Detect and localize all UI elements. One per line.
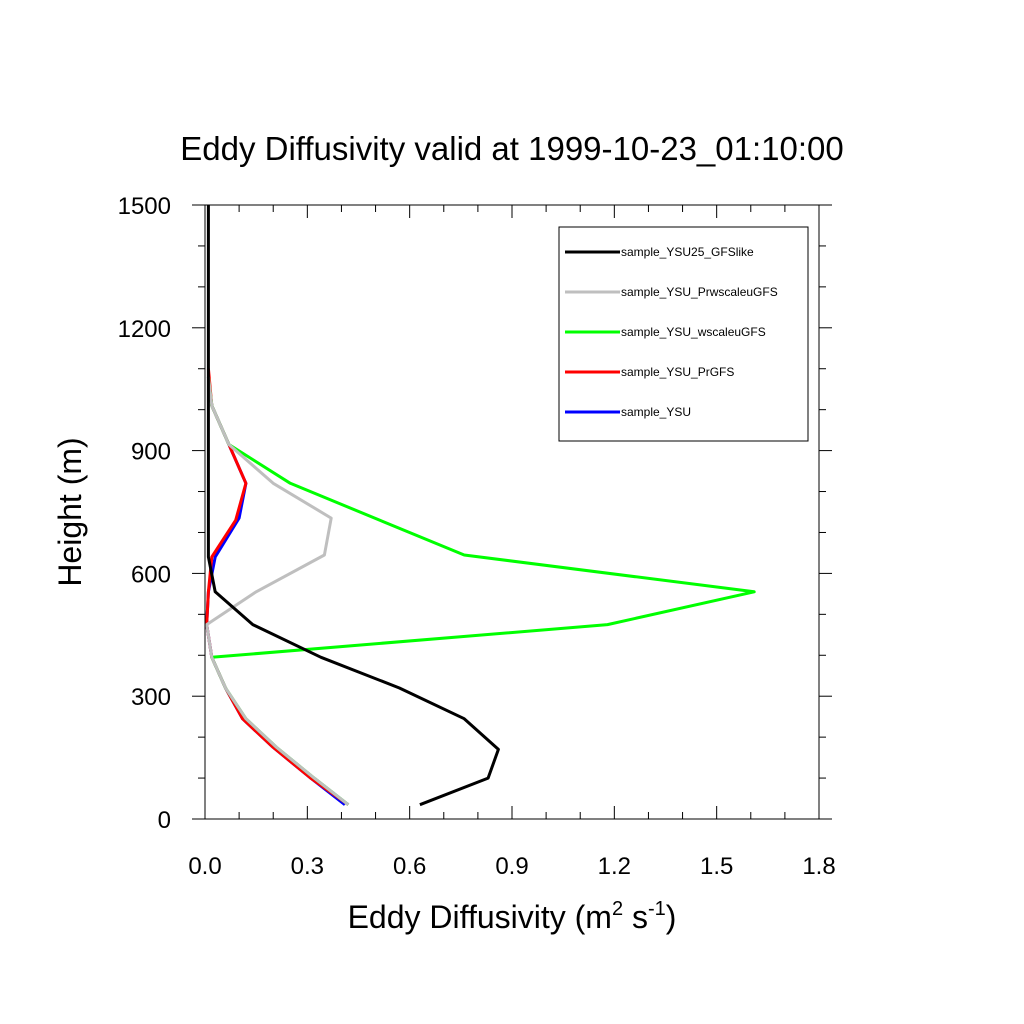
x-axis-label-mid: s (623, 899, 648, 935)
x-axis-label-sup2: -1 (648, 898, 666, 920)
series-layer (205, 205, 756, 807)
legend-label: sample_YSU25_GFSlike (621, 245, 754, 259)
x-axis-label-sup1: 2 (612, 898, 623, 920)
y-tick-label: 1200 (118, 316, 171, 343)
x-tick-label: 0.6 (393, 853, 426, 880)
y-tick-label: 600 (131, 561, 171, 588)
x-tick-label: 0.0 (188, 853, 221, 880)
y-tick-label: 300 (131, 684, 171, 711)
y-tick-label: 0 (158, 807, 171, 834)
x-tick-label: 1.5 (700, 853, 733, 880)
series-line-sample_YSU_PrwscaleuGFS (205, 376, 350, 806)
x-axis-label-base: Eddy Diffusivity (m (348, 899, 612, 935)
y-tick-label: 1500 (118, 193, 171, 220)
x-tick-label: 1.8 (802, 853, 835, 880)
legend: sample_YSU25_GFSlike sample_YSU_Prwscaleu… (558, 226, 809, 442)
series-line-sample_YSU25_GFSlike (206, 205, 500, 807)
legend-label: sample_YSU_PrGFS (621, 365, 734, 379)
axis-ticks: 0.0 0.3 0.6 0.9 1.2 1.5 1.8 0 300 600 900 1200 1500 (118, 193, 836, 880)
legend-box (558, 226, 809, 442)
legend-label: sample_YSU (621, 405, 691, 419)
chart-title: Eddy Diffusivity valid at 1999-10-23_01:… (180, 130, 843, 167)
x-tick-label: 0.9 (495, 853, 528, 880)
y-tick-label: 900 (131, 439, 171, 466)
y-axis-label: Height (m) (52, 437, 88, 586)
legend-label: sample_YSU_wscaleuGFS (621, 325, 766, 339)
x-tick-label: 0.3 (291, 853, 324, 880)
x-tick-label: 1.2 (598, 853, 631, 880)
legend-label: sample_YSU_PrwscaleuGFS (621, 285, 778, 299)
x-axis-label-end: ) (666, 899, 677, 935)
series-line-sample_YSU_PrGFS (205, 368, 350, 806)
x-axis-label: Eddy Diffusivity (m2 s-1) (348, 898, 677, 935)
